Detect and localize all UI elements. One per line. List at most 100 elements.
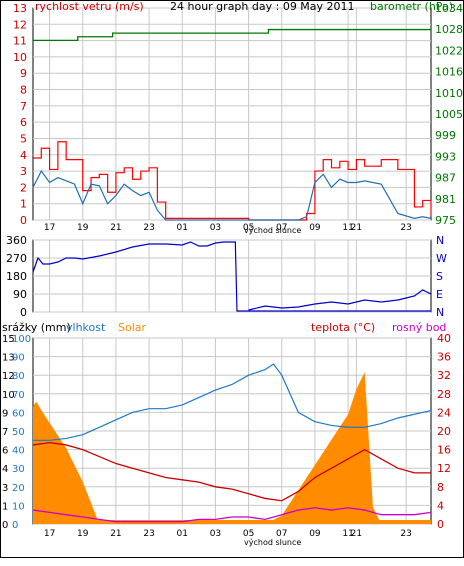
barometer-tick-label: 1010: [435, 87, 463, 100]
climate-x-tick-label: 05: [243, 529, 254, 539]
direction-compass-label: E: [436, 288, 443, 301]
rain-tick-label: 7: [2, 427, 8, 438]
humidity-tick-label: 20: [12, 483, 25, 494]
humidity-tick-label: 30: [12, 464, 25, 475]
rain-tick-label: 4: [2, 464, 8, 475]
wind-x-tick-label: 09: [309, 223, 321, 233]
wind-direction-line: [32, 241, 431, 312]
wind-tick-label: 9: [20, 67, 27, 80]
direction-tick-label: 90: [13, 288, 27, 301]
wind-x-tick-label: 05: [243, 223, 254, 233]
legend-temperature: teplota (°C): [311, 321, 375, 334]
direction-tick-label: 270: [6, 252, 27, 265]
humidity-tick-label: 10: [12, 501, 25, 512]
direction-chart-grid: [33, 239, 431, 313]
wind-tick-label: 7: [20, 100, 27, 113]
wind-tick-label: 2: [20, 181, 27, 194]
wind-axis-label: rychlost vetru (m/s): [35, 0, 144, 13]
direction-chart-series: [32, 241, 432, 312]
barometer-tick-label: 1016: [435, 66, 463, 79]
humidity-line: [33, 363, 432, 441]
wind-x-tick-label: 21: [351, 223, 362, 233]
dewpoint-line: [32, 507, 432, 523]
temperature-tick-label: 32: [437, 369, 451, 382]
wind-gust-line: [33, 141, 432, 221]
rain-tick-label: 9: [2, 408, 8, 419]
temperature-tick-label: 12: [437, 462, 451, 475]
wind-tick-label: 3: [20, 165, 27, 178]
wind-x-tick-label: 21: [110, 223, 121, 233]
climate-x-tick-label: 03: [210, 529, 221, 539]
barometer-tick-label: 975: [435, 214, 456, 227]
legend-solar: Solar: [118, 321, 147, 334]
wind-x-tick-label: 01: [177, 223, 188, 233]
barometer-tick-label: 1028: [435, 23, 463, 36]
temperature-tick-label: 36: [437, 351, 451, 364]
temperature-tick-label: 4: [437, 499, 444, 512]
legend-rain: srážky (mm): [2, 321, 71, 334]
temperature-tick-label: 20: [437, 425, 451, 438]
wind-tick-label: 0: [20, 214, 27, 227]
climate-x-tick-label: 19: [77, 529, 89, 539]
direction-chart-ticks: 0 N 90 E 180 S 270 W 360 N: [6, 234, 447, 319]
wind-tick-label: 5: [20, 132, 27, 145]
wind-tick-label: 4: [20, 149, 27, 162]
wind-average-line: [32, 169, 432, 221]
wind-tick-label: 8: [20, 84, 27, 97]
wind-x-tick-label: 07: [276, 223, 287, 233]
direction-tick-label: 180: [6, 270, 27, 283]
humidity-tick-label: 70: [12, 390, 25, 401]
wind-chart-series: [32, 28, 432, 221]
wind-x-tick-label: 11: [342, 223, 353, 233]
wind-tick-label: 1: [20, 198, 27, 211]
wind-x-tick-label: 17: [44, 223, 55, 233]
solar-area: [33, 372, 431, 524]
barometer-tick-label: 1022: [435, 44, 463, 57]
solar-baseline: [33, 520, 431, 524]
wind-direction-line-b: [248, 289, 432, 311]
wind-chart-ticks: 0123456789101112139759819879939991005101…: [13, 2, 463, 233]
barometer-tick-label: 999: [435, 129, 456, 142]
temperature-tick-label: 40: [437, 332, 451, 345]
temperature-tick-label: 0: [437, 518, 444, 531]
wind-x-tick-label: 23: [400, 223, 411, 233]
barometer-tick-label: 993: [435, 150, 456, 163]
climate-x-tick-label: 23: [400, 529, 411, 539]
barometer-tick-label: 981: [435, 193, 456, 206]
rain-tick-label: 10: [2, 390, 15, 401]
rain-tick-label: 12: [2, 371, 15, 382]
humidity-tick-label: 60: [12, 408, 25, 419]
climate-x-tick-label: 23: [143, 529, 154, 539]
barometer-axis-label: barometr (hPa): [370, 0, 453, 13]
barometer-tick-label: 1005: [435, 108, 463, 121]
wind-x-tick-label: 03: [210, 223, 221, 233]
humidity-tick-label: 40: [12, 446, 25, 457]
temperature-tick-label: 8: [437, 481, 444, 494]
humidity-tick-label: 90: [12, 353, 25, 364]
barometer-line: [33, 28, 431, 41]
wind-x-tick-label: 19: [77, 223, 89, 233]
wind-chart-grid: [33, 7, 431, 221]
wind-chart-plot-area: [32, 7, 432, 221]
legend-humidity: vlhkost: [66, 321, 106, 334]
rain-tick-label: 1: [2, 501, 8, 512]
wind-x-tick-label: 23: [143, 223, 154, 233]
barometer-tick-label: 987: [435, 172, 456, 185]
rain-tick-label: 0: [2, 520, 8, 531]
wind-tick-label: 12: [13, 18, 27, 31]
wind-tick-label: 11: [13, 35, 27, 48]
direction-tick-label: 360: [6, 234, 27, 247]
chart-title: 24 hour graph day : 09 May 2011: [170, 0, 355, 13]
direction-compass-label: W: [436, 252, 447, 265]
rain-tick-label: 13: [2, 353, 15, 364]
wind-tick-label: 13: [13, 2, 27, 15]
humidity-tick-label: 50: [12, 427, 25, 438]
climate-chart-series: [32, 363, 432, 524]
sunrise-label-top: východ slunce: [244, 226, 301, 235]
direction-compass-label: S: [436, 270, 443, 283]
climate-x-tick-label: 01: [177, 529, 188, 539]
rain-tick-label: 15: [2, 334, 15, 345]
temperature-tick-label: 16: [437, 444, 451, 457]
sunrise-label-bottom: východ slunce: [244, 538, 301, 547]
